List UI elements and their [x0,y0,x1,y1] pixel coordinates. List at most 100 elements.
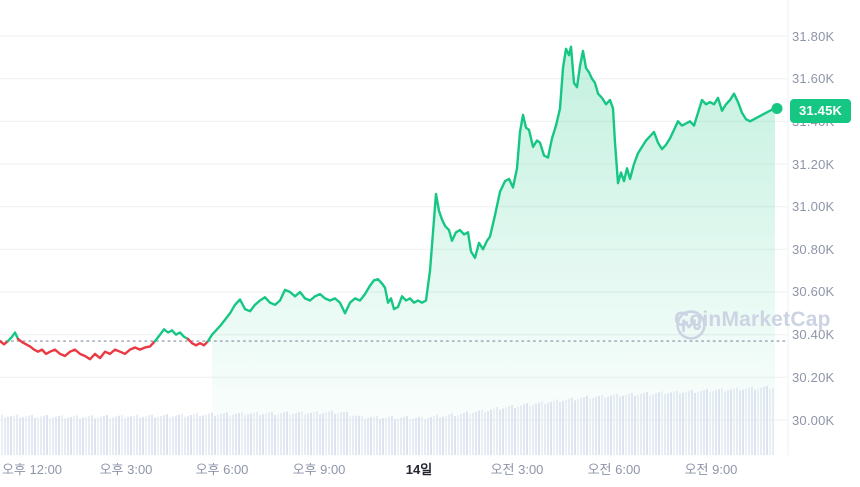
volume-bar [133,415,135,455]
volume-bar [733,388,735,455]
volume-bar [760,387,762,455]
volume-bar [199,416,201,455]
volume-bar [85,416,87,455]
volume-bar [685,391,687,456]
volume-bar [304,414,306,455]
volume-bar [586,395,588,455]
volume-bar [136,414,138,455]
volume-bar [73,416,75,455]
volume-bar [544,404,546,455]
volume-bar [697,391,699,455]
volume-bar [301,411,303,455]
volume-bar [598,395,600,455]
volume-bar [568,398,570,455]
volume-bar [436,414,438,455]
volume-bar [181,413,183,455]
volume-bar [37,417,39,455]
volume-bar [649,395,651,455]
volume-bar [655,393,657,456]
volume-bar [67,417,69,455]
volume-bar [499,409,501,456]
volume-bar [229,415,231,455]
volume-bar [448,414,450,455]
volume-bar [70,416,72,455]
volume-bar [745,388,747,455]
y-axis-label: 30.00K [792,413,835,428]
volume-bar [427,418,429,455]
volume-bar [595,396,597,455]
volume-bar [217,414,219,455]
volume-bar [433,415,435,455]
volume-bar [385,417,387,455]
volume-bar [664,394,666,455]
volume-bar [232,414,234,455]
volume-bar [100,416,102,456]
volume-bar [193,414,195,455]
volume-bar [118,415,120,455]
volume-bar [694,392,696,455]
volume-bar [643,393,645,455]
volume-bar [22,417,24,455]
volume-bar [34,418,36,455]
volume-bar [382,418,384,455]
volume-bar [46,415,48,455]
volume-bar [622,395,624,455]
volume-bar [712,391,714,455]
volume-bar [316,411,318,455]
volume-bar [4,417,6,455]
price-line-down-segment [0,339,10,346]
volume-bar [337,412,339,455]
volume-bar [574,400,576,455]
volume-bar [91,415,93,455]
volume-bar [430,417,432,455]
volume-bar [94,418,96,455]
volume-bar [286,411,288,455]
x-axis-label: 오후 6:00 [195,462,249,477]
volume-bar [454,416,456,455]
volume-bar [532,404,534,455]
volume-bar [424,419,426,455]
volume-bar [556,399,558,455]
volume-bar [670,392,672,455]
volume-bar [244,415,246,455]
volume-bar [214,415,216,455]
volume-bar [589,398,591,455]
volume-bar [28,415,30,455]
volume-bar [439,417,441,455]
volume-bar [322,413,324,456]
volume-bar [496,407,498,455]
volume-bar [334,413,336,456]
volume-bar [493,408,495,456]
volume-bar [517,406,519,455]
y-axis-label: 31.20K [792,157,835,172]
volume-bar [13,415,15,455]
price-line-up-segment [206,45,777,343]
volume-bar [481,409,483,456]
volume-bar [52,417,54,455]
volume-bar [40,416,42,455]
volume-bar [295,413,297,455]
volume-bar [736,387,738,455]
volume-bar [688,390,690,455]
volume-bar [331,410,333,455]
volume-bar [559,402,561,455]
volume-bar [397,418,399,455]
volume-bar [631,392,633,455]
volume-bar [625,394,627,456]
volume-bar [88,416,90,455]
y-axis-label: 30.60K [792,284,835,299]
y-axis-label: 31.00K [792,199,835,214]
volume-bar [757,388,759,455]
volume-bar [529,406,531,455]
volume-bar [502,408,504,455]
volume-bar [661,391,663,455]
volume-bar [580,398,582,455]
x-axis-label: 오전 6:00 [587,462,641,477]
volume-bar [751,386,753,455]
volume-bar [319,414,321,455]
volume-bar [259,415,261,455]
volume-bar [739,390,741,455]
volume-bar [157,416,159,455]
